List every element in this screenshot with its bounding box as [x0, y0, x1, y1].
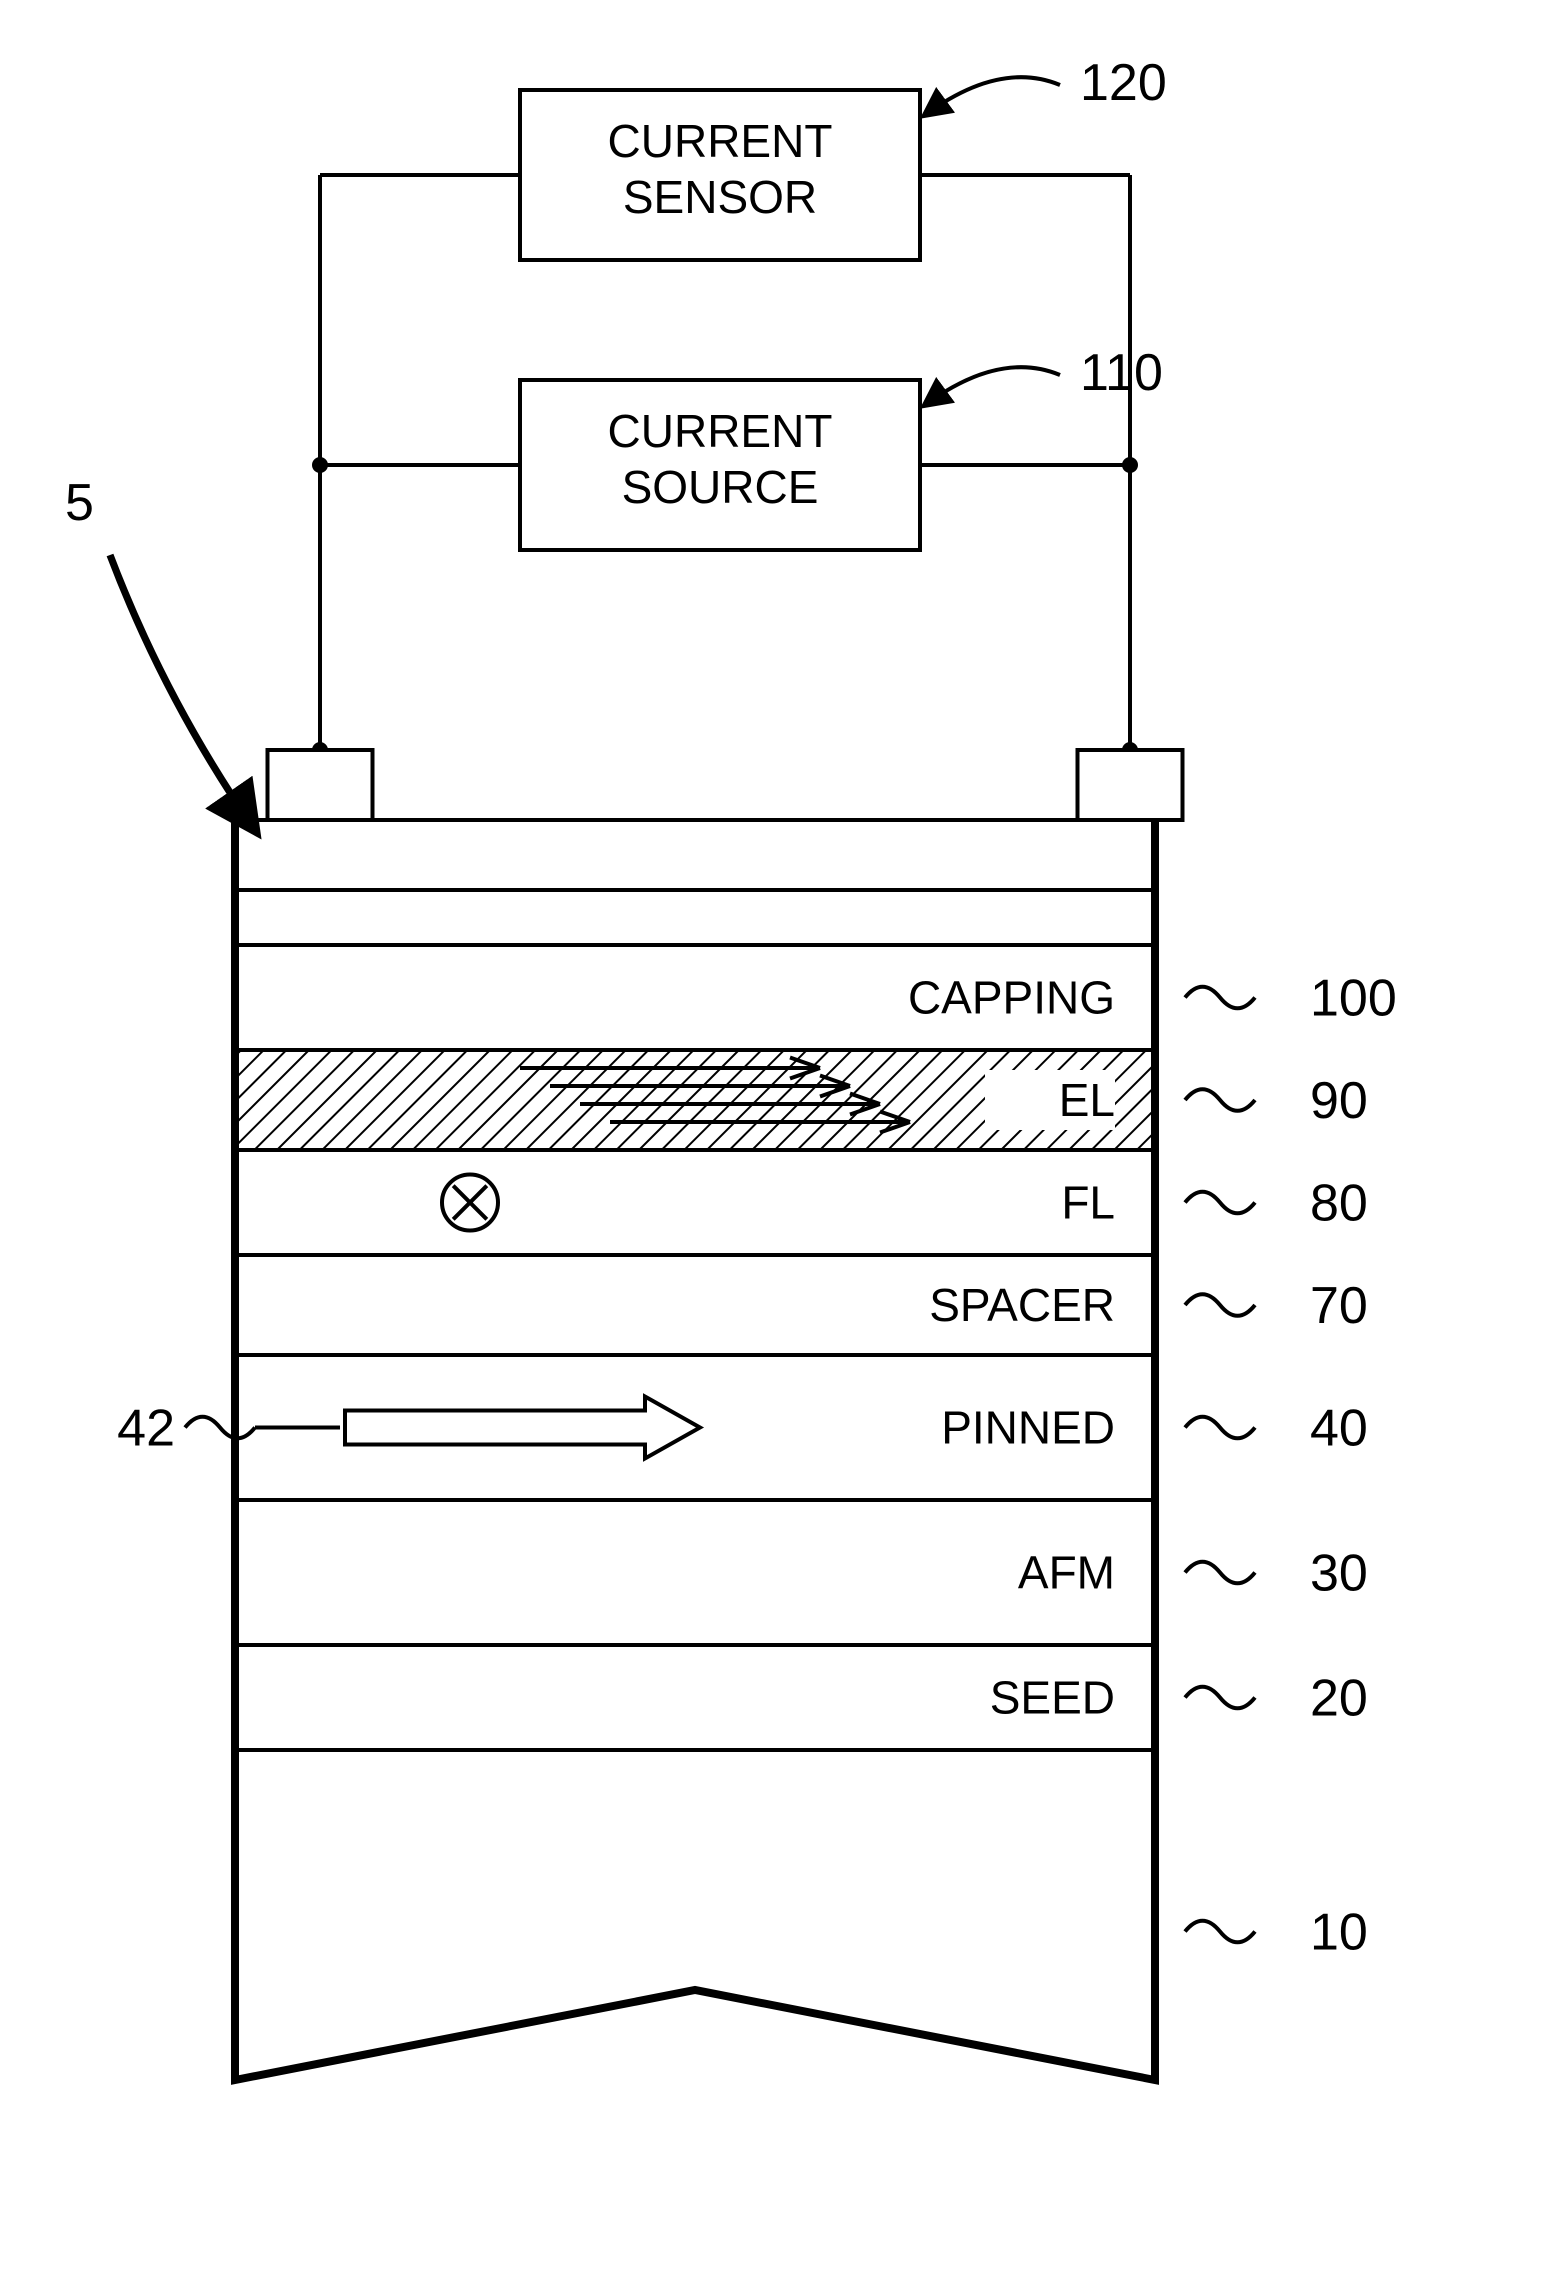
layer-label-fl: FL	[1061, 1177, 1115, 1229]
sensor-ref: 120	[1080, 54, 1167, 112]
junction-dot	[312, 457, 328, 473]
leader-squiggle	[1185, 1562, 1255, 1584]
layer-ref-spacer: 70	[1310, 1277, 1368, 1335]
layer-ref-seed: 20	[1310, 1670, 1368, 1728]
current-source-box-label-1: CURRENT	[608, 405, 833, 457]
leader-squiggle	[1185, 1417, 1255, 1439]
leader-squiggle	[1185, 1294, 1255, 1316]
current-sensor-box-label-1: CURRENT	[608, 115, 833, 167]
leader-squiggle	[1185, 1921, 1255, 1943]
sensor-ref-leader	[925, 77, 1060, 115]
leader-squiggle	[1185, 987, 1255, 1009]
contact-right	[1078, 750, 1183, 820]
layer-ref-el: 90	[1310, 1072, 1368, 1130]
layer-label-el: EL	[1059, 1074, 1115, 1126]
current-source-box-label-2: SOURCE	[622, 461, 819, 513]
layer-ref-fl: 80	[1310, 1175, 1368, 1233]
current-sensor-box-label-2: SENSOR	[623, 171, 817, 223]
layer-label-seed: SEED	[990, 1672, 1115, 1724]
pinned-arrow-ref: 42	[117, 1400, 175, 1458]
layer-ref-pinned: 40	[1310, 1400, 1368, 1458]
layer-label-afm: AFM	[1018, 1547, 1115, 1599]
figure-ref-arrow	[110, 555, 255, 830]
layer-fl	[235, 1150, 1155, 1255]
contact-left	[268, 750, 373, 820]
layer-ref-capping: 100	[1310, 970, 1397, 1028]
layer-label-capping: CAPPING	[908, 972, 1115, 1024]
layer-label-pinned: PINNED	[941, 1402, 1115, 1454]
layer-ref-afm: 30	[1310, 1545, 1368, 1603]
leader-squiggle	[1185, 1192, 1255, 1214]
figure-ref: 5	[65, 474, 94, 532]
leader-squiggle	[1185, 1089, 1255, 1111]
layer-ref-substrate: 10	[1310, 1904, 1368, 1962]
source-ref: 110	[1080, 344, 1163, 402]
source-ref-leader	[925, 367, 1060, 405]
leader-squiggle	[1185, 1687, 1255, 1709]
junction-dot	[1122, 457, 1138, 473]
layer-label-spacer: SPACER	[929, 1279, 1115, 1331]
